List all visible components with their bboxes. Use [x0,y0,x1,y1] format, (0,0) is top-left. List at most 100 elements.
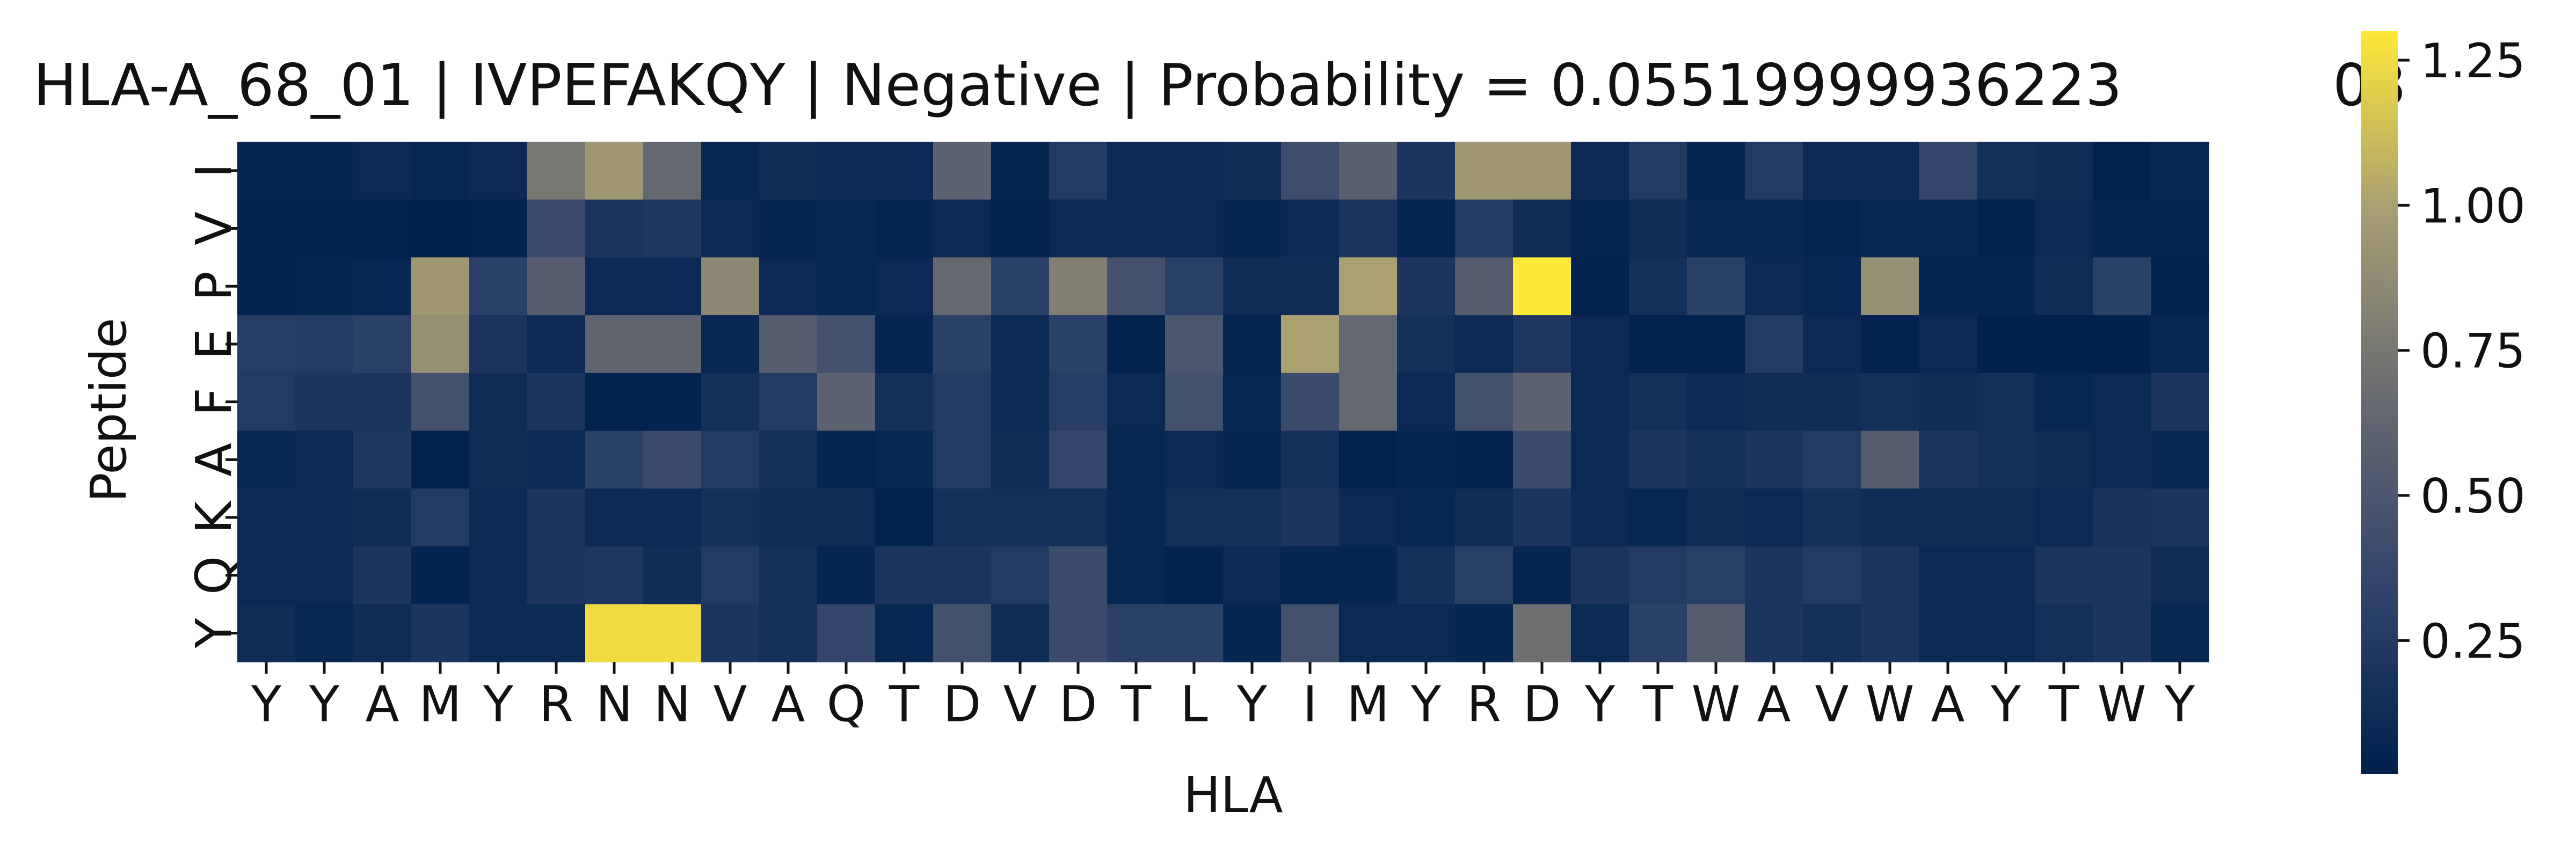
heatmap-cell [817,546,876,605]
y-tick-label: Q [185,556,243,595]
heatmap-cell [469,142,528,200]
x-tick-label: A [366,675,399,733]
heatmap-cell [1919,257,1977,316]
heatmap-cell [991,430,1050,489]
heatmap-cell [527,257,586,316]
heatmap-cell [933,315,992,374]
heatmap-cell [1455,373,1513,432]
heatmap-cell [817,257,876,316]
heatmap-cell [1861,199,1919,258]
heatmap-cell [2035,257,2093,316]
heatmap-cell [1513,199,1571,258]
heatmap-cell [1049,373,1108,432]
heatmap-cell [527,604,586,662]
heatmap-cell [1803,315,1861,374]
heatmap-cell [1223,373,1282,432]
x-tick-label: Q [827,675,865,733]
heatmap-cell [295,430,354,489]
heatmap-cell [1397,199,1456,258]
heatmap-cell [1687,546,1745,605]
heatmap-cell [759,257,818,316]
heatmap-cell [1919,488,1977,547]
heatmap-cell [701,199,760,258]
y-tick-label: E [185,329,243,360]
heatmap-cell [585,430,644,489]
heatmap-cell [875,430,934,489]
heatmap-cell [817,315,876,374]
heatmap-cell [2035,488,2093,547]
heatmap-cell [1107,546,1166,605]
heatmap-cell [585,373,644,432]
heatmap-cell [469,488,528,547]
x-tick-label: Y [1584,675,1616,733]
heatmap-cell [237,373,296,432]
heatmap-cell [1455,430,1513,489]
heatmap-cell [991,488,1050,547]
heatmap-cell [1049,430,1108,489]
x-tick-label: W [1692,675,1741,733]
x-tick-label: T [2048,675,2079,733]
y-axis-ticks: I VPEFAKQY [185,163,243,648]
heatmap-cell [1571,257,1629,316]
heatmap-cell [2093,546,2151,605]
heatmap-cell [585,257,644,316]
x-tick-label: Y [1236,675,1268,733]
heatmap-cell [643,604,702,662]
heatmap-cell [1397,373,1456,432]
heatmap-cell [1745,546,1803,605]
heatmap-cell [1803,257,1861,316]
heatmap-cell [643,199,702,258]
heatmap-cell [1919,546,1977,605]
heatmap-cell [759,430,818,489]
x-tick-label: V [1003,675,1037,733]
heatmap-cell [1803,546,1861,605]
heatmap-cell [1861,430,1919,489]
heatmap-cell [701,604,760,662]
heatmap-cell [1803,488,1861,547]
heatmap-cell [411,199,470,258]
heatmap-cell [2151,257,2209,316]
heatmap-cell [1049,604,1108,662]
heatmap-cell [933,430,992,489]
heatmap-cell [237,142,296,200]
heatmap-cell [2035,315,2093,374]
x-tick-label: Y [1990,675,2021,733]
y-tick-label: A [185,443,243,477]
heatmap-cell [2151,604,2209,662]
heatmap-cell [1629,315,1687,374]
heatmap-cell [1919,142,1977,200]
heatmap-cell [1687,373,1745,432]
heatmap-cell [1977,142,2035,200]
heatmap-cell [1745,315,1803,374]
heatmap-cell [759,373,818,432]
heatmap-cell [1861,315,1919,374]
heatmap-cell [701,257,760,316]
heatmap-cell [1455,257,1513,316]
heatmap-cell [643,430,702,489]
heatmap-cell [2093,142,2151,200]
y-tick-label: V [185,211,243,245]
heatmap-cell [585,488,644,547]
x-tick-label: A [772,675,805,733]
heatmap-cell [933,488,992,547]
heatmap-cell [1803,373,1861,432]
heatmap-cell [1687,488,1745,547]
heatmap-cell [1861,488,1919,547]
heatmap-cell [237,546,296,605]
heatmap-cell [1629,199,1687,258]
heatmap-cell [527,488,586,547]
heatmap-cell [1803,604,1861,662]
heatmap-cell [1745,604,1803,662]
heatmap-cell [1223,430,1282,489]
heatmap-cell [875,142,934,200]
heatmap-cell [295,546,354,605]
heatmap-cell [1977,257,2035,316]
x-tick-label: Y [251,675,282,733]
heatmap-cell [1977,488,2035,547]
heatmap-cell [295,488,354,547]
x-tick-label: T [1120,675,1152,733]
heatmap-cell [295,604,354,662]
heatmap-cell [1107,373,1166,432]
heatmap-cell [1919,199,1977,258]
